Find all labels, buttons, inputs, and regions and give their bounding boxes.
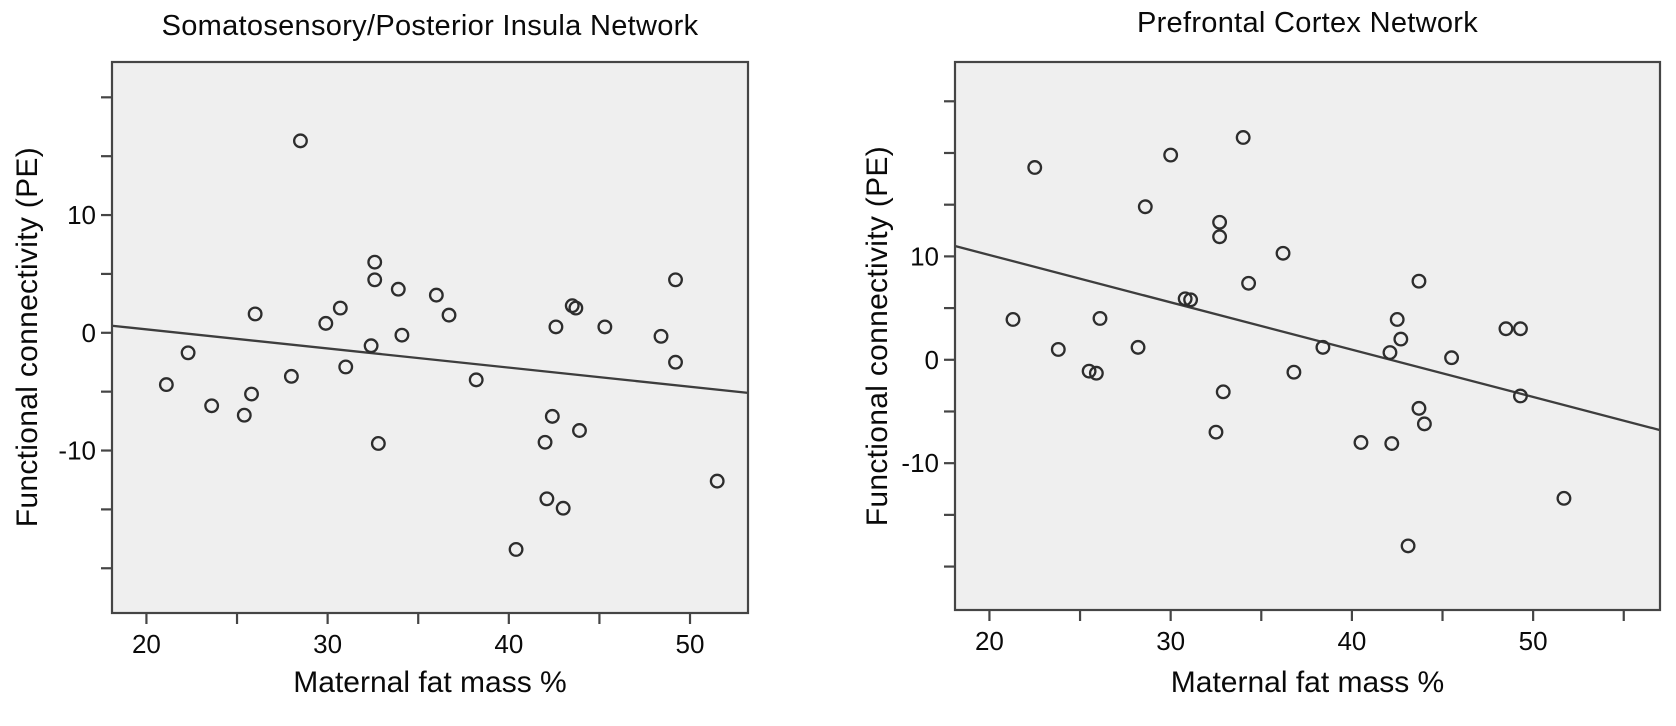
- data-point: [390, 281, 406, 297]
- data-point: [236, 407, 252, 423]
- data-point: [1416, 416, 1432, 432]
- data-point: [1183, 292, 1199, 308]
- data-point: [1241, 275, 1257, 291]
- right-chart-title: Prefrontal Cortex Network: [1136, 7, 1479, 39]
- data-point: [1382, 345, 1398, 360]
- data-point: [367, 272, 383, 288]
- y-tick-label: -10: [901, 448, 939, 478]
- data-point: [1393, 331, 1409, 347]
- data-point: [441, 307, 457, 323]
- data-point: [318, 315, 334, 331]
- data-point: [1512, 388, 1528, 404]
- data-point: [1050, 341, 1066, 357]
- x-tick-label: 30: [313, 629, 342, 659]
- x-tick-label: 40: [1337, 626, 1366, 656]
- data-point: [544, 408, 560, 424]
- data-point: [1088, 365, 1104, 381]
- data-point: [1498, 321, 1514, 337]
- data-point: [1286, 364, 1302, 380]
- x-tick-label: 40: [494, 629, 523, 659]
- x-tick-label: 50: [676, 629, 705, 659]
- x-tick-label: 30: [1156, 626, 1185, 656]
- data-point: [1235, 130, 1251, 145]
- data-point: [1027, 160, 1043, 175]
- data-point: [1411, 400, 1427, 416]
- data-point: [508, 541, 524, 557]
- data-point: [180, 345, 196, 361]
- data-point: [1275, 245, 1291, 261]
- data-point: [555, 500, 571, 516]
- y-tick-label: 0: [82, 318, 96, 348]
- data-point: [332, 300, 348, 316]
- data-point: [1081, 363, 1097, 379]
- y-tick-label: 10: [910, 241, 939, 271]
- data-point: [709, 473, 725, 489]
- data-point: [1005, 312, 1021, 327]
- data-point: [1353, 435, 1369, 450]
- data-point: [548, 319, 564, 335]
- plot-border: [953, 60, 1662, 612]
- data-point: [1130, 339, 1146, 355]
- data-point: [668, 354, 683, 370]
- data-point: [1137, 199, 1153, 215]
- data-point: [653, 328, 669, 344]
- data-point: [247, 306, 263, 322]
- data-point: [1444, 350, 1460, 366]
- data-point: [1411, 273, 1427, 289]
- right-y-axis-label: Functional connectivity (PE): [861, 145, 894, 527]
- data-point: [394, 327, 410, 343]
- regression-line: [111, 324, 749, 394]
- data-point: [468, 372, 484, 388]
- data-point: [568, 300, 584, 316]
- data-point: [1512, 321, 1528, 337]
- data-point: [668, 272, 683, 288]
- right-x-axis-label: Maternal fat mass %: [1170, 666, 1445, 699]
- y-tick-label: 10: [67, 200, 96, 230]
- x-tick-label: 50: [1519, 626, 1548, 656]
- data-point: [1163, 147, 1179, 163]
- data-point: [539, 491, 555, 507]
- data-point: [572, 423, 587, 438]
- data-point: [537, 434, 553, 450]
- data-point: [1215, 384, 1231, 400]
- left-y-axis-label: Functional connectivity (PE): [11, 147, 44, 528]
- plot-area: [112, 62, 748, 613]
- data-point: [1400, 538, 1416, 554]
- x-tick-label: 20: [132, 629, 161, 659]
- left-x-axis-label: Maternal fat mass %: [293, 666, 567, 699]
- left-chart-title: Somatosensory/Posterior Insula Network: [161, 10, 699, 42]
- data-point: [1389, 312, 1405, 327]
- data-point: [1208, 424, 1224, 440]
- data-point: [1384, 436, 1400, 451]
- plot-border: [110, 60, 750, 615]
- data-point: [158, 377, 174, 393]
- data-point: [338, 359, 354, 375]
- data-point: [1315, 339, 1331, 355]
- plot-area: [955, 62, 1660, 610]
- y-tick-label: 0: [925, 345, 939, 375]
- data-point: [292, 133, 308, 149]
- data-point: [204, 398, 220, 414]
- data-point: [367, 254, 383, 270]
- data-point: [1212, 214, 1228, 230]
- y-tick-label: -10: [58, 436, 96, 466]
- data-point: [1177, 291, 1193, 307]
- data-point: [283, 368, 299, 384]
- regression-line: [954, 244, 1661, 432]
- x-tick-label: 20: [975, 626, 1004, 656]
- data-point: [1556, 490, 1572, 506]
- data-point: [244, 386, 259, 402]
- data-point: [597, 319, 613, 335]
- data-point: [370, 436, 386, 451]
- data-point: [363, 338, 379, 354]
- data-point: [1092, 310, 1108, 326]
- data-point: [428, 287, 444, 303]
- data-point: [1212, 229, 1228, 245]
